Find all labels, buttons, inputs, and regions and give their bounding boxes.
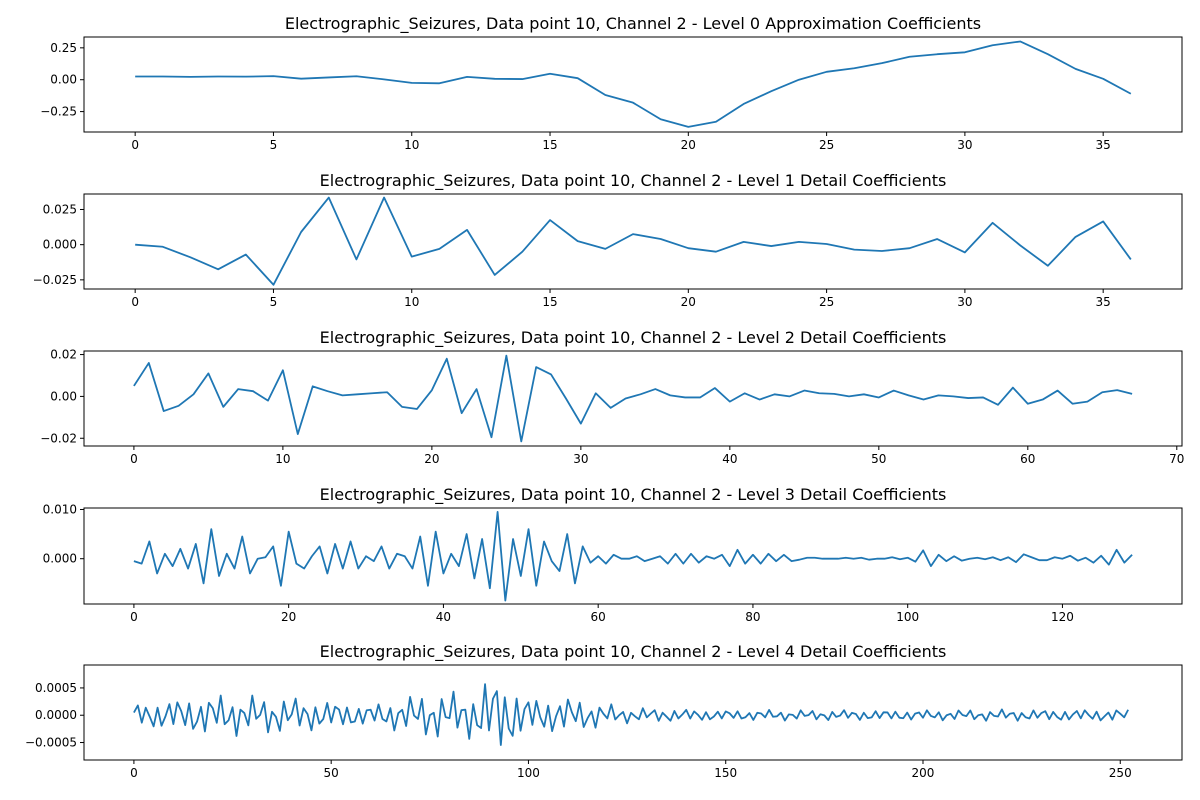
y-tick-label: 0.010 xyxy=(43,502,77,516)
x-tick-label: 120 xyxy=(1051,610,1074,624)
subplots: Electrographic_Seizures, Data point 10, … xyxy=(25,14,1184,780)
x-tick-label: 5 xyxy=(270,295,278,309)
subplot-title: Electrographic_Seizures, Data point 10, … xyxy=(320,642,947,662)
x-tick-label: 25 xyxy=(819,138,834,152)
y-tick-label: 0.25 xyxy=(50,41,77,55)
subplot-title: Electrographic_Seizures, Data point 10, … xyxy=(285,14,981,34)
x-tick-label: 15 xyxy=(542,295,557,309)
y-tick-label: 0.000 xyxy=(43,238,77,252)
x-tick-label: 100 xyxy=(896,610,919,624)
subplot-2: Electrographic_Seizures, Data point 10, … xyxy=(40,328,1184,466)
axes-frame xyxy=(83,36,1183,133)
x-tick-label: 250 xyxy=(1109,766,1132,780)
x-tick-label: 20 xyxy=(681,138,696,152)
x-tick-label: 80 xyxy=(745,610,760,624)
x-tick-label: 30 xyxy=(957,295,972,309)
x-tick-label: 20 xyxy=(424,452,439,466)
x-tick-label: 0 xyxy=(131,295,139,309)
y-tick-label: −0.02 xyxy=(40,431,77,445)
x-tick-label: 20 xyxy=(281,610,296,624)
x-tick-label: 10 xyxy=(275,452,290,466)
x-tick-label: 30 xyxy=(957,138,972,152)
x-tick-label: 15 xyxy=(542,138,557,152)
axes-frame xyxy=(83,507,1183,605)
y-tick-label: 0.025 xyxy=(43,202,77,216)
x-tick-label: 200 xyxy=(912,766,935,780)
x-tick-label: 70 xyxy=(1169,452,1184,466)
y-tick-label: 0.0000 xyxy=(35,708,77,722)
series-line xyxy=(133,511,1133,602)
x-tick-label: 5 xyxy=(270,138,278,152)
x-tick-label: 30 xyxy=(573,452,588,466)
x-tick-label: 60 xyxy=(591,610,606,624)
subplot-4: Electrographic_Seizures, Data point 10, … xyxy=(25,642,1183,780)
x-tick-label: 10 xyxy=(404,138,419,152)
x-tick-label: 100 xyxy=(517,766,540,780)
y-tick-label: 0.00 xyxy=(50,389,77,403)
series-line xyxy=(135,40,1132,128)
series-line xyxy=(133,354,1133,443)
x-tick-label: 40 xyxy=(436,610,451,624)
y-tick-label: −0.0005 xyxy=(25,736,77,750)
y-tick-label: −0.25 xyxy=(40,105,77,119)
x-tick-label: 35 xyxy=(1096,295,1111,309)
x-tick-label: 0 xyxy=(131,138,139,152)
x-tick-label: 0 xyxy=(130,452,138,466)
subplot-1: Electrographic_Seizures, Data point 10, … xyxy=(33,171,1183,309)
y-tick-label: 0.00 xyxy=(50,73,77,87)
axes-frame xyxy=(83,350,1183,447)
subplot-title: Electrographic_Seizures, Data point 10, … xyxy=(320,171,947,191)
x-tick-label: 0 xyxy=(130,610,138,624)
x-tick-label: 50 xyxy=(324,766,339,780)
x-tick-label: 10 xyxy=(404,295,419,309)
subplot-0: Electrographic_Seizures, Data point 10, … xyxy=(40,14,1183,152)
x-tick-label: 0 xyxy=(130,766,138,780)
x-tick-label: 35 xyxy=(1096,138,1111,152)
series-line xyxy=(133,683,1129,746)
axes-frame xyxy=(83,193,1183,290)
x-tick-label: 60 xyxy=(1020,452,1035,466)
axes-frame xyxy=(83,664,1183,761)
x-tick-label: 40 xyxy=(722,452,737,466)
x-tick-label: 50 xyxy=(871,452,886,466)
subplot-title: Electrographic_Seizures, Data point 10, … xyxy=(320,328,947,348)
y-tick-label: −0.025 xyxy=(33,273,77,287)
subplot-3: Electrographic_Seizures, Data point 10, … xyxy=(43,485,1183,624)
series-line xyxy=(135,196,1132,286)
y-tick-label: 0.0005 xyxy=(35,681,77,695)
y-tick-label: 0.02 xyxy=(50,348,77,362)
y-tick-label: 0.000 xyxy=(43,552,77,566)
x-tick-label: 150 xyxy=(714,766,737,780)
x-tick-label: 25 xyxy=(819,295,834,309)
x-tick-label: 20 xyxy=(681,295,696,309)
subplot-title: Electrographic_Seizures, Data point 10, … xyxy=(320,485,947,505)
